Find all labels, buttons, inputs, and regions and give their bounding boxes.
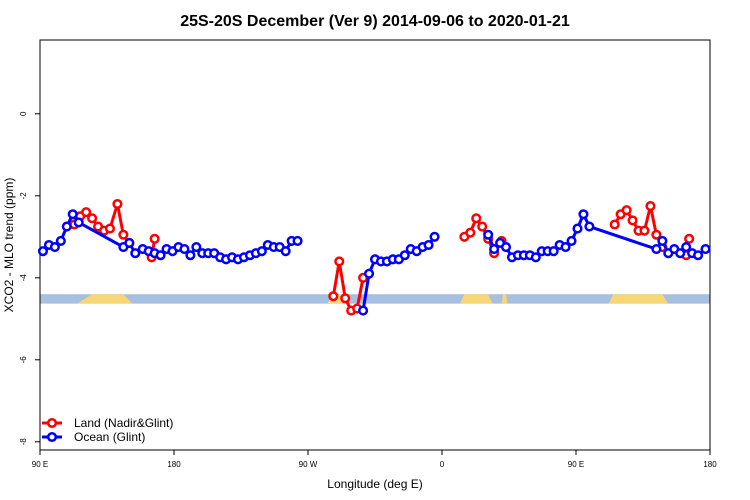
ocean-point-2-1: [489, 244, 500, 255]
land-point-2-0: [328, 291, 339, 302]
land-patch-4: [608, 294, 669, 304]
ocean-point-1-7: [399, 250, 410, 261]
ocean-point-0-34: [280, 246, 291, 257]
ocean-point-2-18: [651, 244, 662, 255]
legend-ocean-label: Ocean (Glint): [74, 430, 145, 444]
ocean-point-0-30: [256, 246, 267, 257]
ocean-point-2-13: [560, 242, 571, 253]
land-point-0-7: [112, 198, 123, 210]
ocean-point-2-0: [483, 229, 494, 240]
ocean-point-0-3: [55, 235, 66, 246]
legend-land-marker: [46, 417, 58, 429]
land-point-5-2: [621, 205, 632, 216]
legend: Land (Nadir&Glint) Ocean (Glint): [42, 416, 173, 444]
ocean-point-2-17: [584, 221, 595, 232]
land-point-5-0: [609, 219, 620, 230]
land-point-3-2: [471, 213, 482, 224]
ocean-point-1-11: [423, 239, 434, 251]
y-tick-label-2: -4: [19, 274, 28, 282]
ocean-point-2-26: [700, 244, 711, 255]
land-point-3-1: [465, 227, 476, 238]
land-patch-0: [77, 294, 133, 304]
land-point-5-3: [627, 215, 638, 226]
ocean-band: [40, 294, 710, 304]
land-point-6-1: [684, 233, 695, 244]
x-tick-label-3: 0: [440, 460, 445, 469]
x-tick-label-2: 90 W: [299, 460, 318, 469]
y-axis-label: XCO2 - MLO trend (ppm): [2, 178, 16, 313]
y-tick-label-0: 0: [19, 111, 28, 116]
land-point-2-1: [334, 256, 345, 267]
land-point-5-7: [651, 229, 662, 240]
y-tick-label-4: -8: [19, 438, 28, 446]
ocean-point-0-0: [37, 246, 49, 257]
ocean-point-2-15: [572, 223, 583, 234]
land-point-3-3: [477, 221, 488, 232]
x-tick-label-4: 90 E: [568, 460, 584, 469]
land-point-0-8: [118, 229, 129, 240]
ocean-point-0-5: [67, 209, 78, 220]
ocean-point-1-0: [358, 305, 369, 316]
ocean-point-2-25: [693, 250, 704, 261]
x-tick-label-5: 180: [703, 460, 717, 469]
land-point-0-6: [104, 223, 116, 234]
ocean-point-1-1: [363, 268, 375, 279]
ocean-point-2-14: [566, 235, 577, 246]
chart-title: 25S-20S December (Ver 9) 2014-09-06 to 2…: [180, 13, 570, 30]
ocean-point-0-2: [49, 242, 60, 253]
series-layer: [37, 198, 711, 316]
land-line-2: [331, 259, 365, 313]
legend-ocean-marker: [46, 431, 58, 443]
land-point-1-1: [149, 233, 160, 244]
x-tick-label-1: 180: [167, 460, 181, 469]
ocean-point-2-8: [530, 252, 541, 263]
land-point-5-5: [639, 225, 650, 236]
ocean-point-0-13: [155, 250, 166, 261]
land-point-5-6: [645, 201, 656, 212]
x-tick-label-0: 90 E: [32, 460, 48, 469]
plot-frame: [39, 39, 711, 451]
surface-band: [40, 294, 710, 304]
ocean-point-2-11: [548, 246, 559, 257]
x-axis-label: Longitude (deg E): [327, 477, 422, 491]
legend-land-label: Land (Nadir&Glint): [74, 416, 173, 430]
ocean-point-2-23: [681, 242, 692, 253]
ocean-point-2-16: [578, 209, 589, 220]
ocean-point-0-17: [179, 244, 190, 255]
ocean-point-2-19: [657, 235, 668, 246]
y-axis: 0 -2 -4 -6 -8: [19, 111, 40, 445]
ocean-point-0-8: [124, 237, 135, 248]
ocean-point-0-19: [191, 242, 202, 253]
land-patch-2: [459, 294, 493, 304]
land-point-0-2: [81, 207, 92, 218]
x-axis: 90 E 180 90 W 0 90 E 180: [32, 450, 717, 469]
ocean-point-0-6: [73, 217, 84, 228]
ocean-point-1-12: [429, 231, 440, 242]
ocean-point-0-9: [130, 248, 141, 259]
ocean-point-2-22: [675, 248, 686, 259]
land-point-2-2: [340, 293, 351, 304]
ocean-point-0-36: [292, 235, 303, 246]
ocean-point-0-18: [185, 250, 196, 261]
y-tick-label-3: -6: [19, 356, 28, 364]
land-point-0-3: [87, 213, 98, 224]
ocean-point-2-3: [500, 242, 512, 253]
ocean-point-0-4: [61, 221, 72, 232]
series-ocean: [37, 209, 711, 316]
land-patch-3: [501, 294, 508, 304]
y-tick-label-1: -2: [19, 192, 28, 200]
